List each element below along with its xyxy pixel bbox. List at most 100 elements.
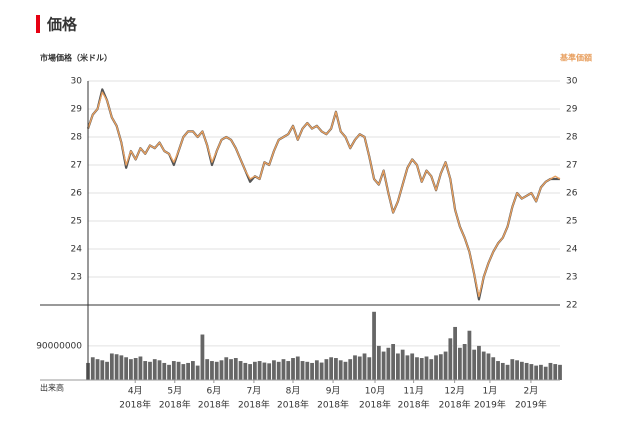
x-tick-year: 2018年 xyxy=(198,399,230,411)
volume-bar xyxy=(90,357,95,380)
y-tick-label: 26 xyxy=(71,189,83,199)
volume-bar xyxy=(300,361,305,380)
volume-bar xyxy=(486,353,491,380)
y2-tick-label: 30 xyxy=(566,77,578,87)
y-tick-label: 24 xyxy=(71,245,83,255)
volume-bar xyxy=(243,362,248,380)
volume-bar xyxy=(338,360,343,380)
volume-bar xyxy=(453,326,457,380)
volume-bar xyxy=(348,359,353,380)
volume-bar xyxy=(386,347,391,380)
y-tick-label: 28 xyxy=(71,133,83,143)
y-tick-label: 27 xyxy=(71,161,82,171)
volume-bar xyxy=(162,362,167,380)
volume-bar xyxy=(405,355,410,380)
volume-bar xyxy=(372,311,376,380)
volume-bar xyxy=(357,356,362,380)
volume-bar xyxy=(553,364,558,380)
y2-tick-label: 27 xyxy=(566,161,577,171)
x-tick-label: 2月 xyxy=(524,386,539,397)
volume-bar xyxy=(195,365,200,380)
volume-bar xyxy=(205,359,210,380)
volume-bar xyxy=(491,357,496,380)
title-marker xyxy=(36,15,40,33)
volume-bar xyxy=(396,353,400,380)
x-tick-year: 2018年 xyxy=(359,399,391,411)
y2-tick-label: 22 xyxy=(566,301,577,311)
x-tick-label: 1月 xyxy=(483,386,498,397)
volume-bar xyxy=(138,356,143,380)
volume-bar xyxy=(462,344,467,380)
volume-bar xyxy=(276,361,281,380)
volume-bar xyxy=(148,361,152,380)
volume-bar xyxy=(310,362,314,380)
x-tick-label: 6月 xyxy=(206,386,221,397)
volume-bar xyxy=(424,356,429,380)
y2-tick-label: 25 xyxy=(566,217,577,227)
volume-bar xyxy=(381,351,386,380)
volume-bar xyxy=(114,354,119,380)
volume-bar xyxy=(496,361,500,380)
volume-bar xyxy=(362,353,367,380)
volume-bar xyxy=(295,356,300,380)
volume-bar xyxy=(286,361,291,380)
volume-bar xyxy=(481,351,486,380)
volume-bar xyxy=(467,330,472,380)
volume-bar xyxy=(548,362,553,380)
x-tick-year: 2019年 xyxy=(515,399,547,411)
volume-bar xyxy=(319,362,324,380)
y-tick-label: 25 xyxy=(71,217,82,227)
volume-bar xyxy=(210,361,214,380)
volume-bar xyxy=(167,364,171,380)
volume-bar xyxy=(252,361,257,380)
volume-bar xyxy=(500,362,505,380)
volume-bar xyxy=(472,349,477,380)
y-tick-label: 29 xyxy=(71,105,83,115)
volume-bar xyxy=(291,358,295,380)
x-tick-label: 7月 xyxy=(247,386,262,397)
y2-tick-label: 26 xyxy=(566,189,578,199)
volume-bar xyxy=(157,360,162,380)
volume-bar xyxy=(343,361,348,380)
volume-bar xyxy=(105,361,109,380)
right-axis-label: 基準価額 xyxy=(559,53,592,63)
volume-bar xyxy=(510,359,515,380)
volume-bar xyxy=(438,354,443,380)
volume-bar xyxy=(176,361,181,380)
volume-bar xyxy=(457,347,462,380)
volume-bar xyxy=(129,359,133,380)
volume-bar xyxy=(519,361,524,380)
y-tick-label: 30 xyxy=(71,77,83,87)
volume-bar xyxy=(505,364,510,380)
volume-bar xyxy=(281,359,286,380)
volume-bar xyxy=(443,351,448,380)
volume-bar xyxy=(200,334,205,380)
volume-bar xyxy=(400,349,405,380)
volume-bar xyxy=(448,338,453,380)
x-tick-year: 2019年 xyxy=(474,399,506,411)
left-axis-label: 市場価格（米ドル） xyxy=(40,53,112,63)
volume-bar xyxy=(186,362,191,380)
volume-bar xyxy=(152,359,157,380)
volume-bar xyxy=(515,360,519,380)
volume-bar xyxy=(171,361,176,380)
volume-bar xyxy=(367,357,372,380)
volume-bar xyxy=(257,361,262,380)
x-tick-label: 5月 xyxy=(167,386,182,397)
volume-bar xyxy=(415,357,419,380)
x-tick-year: 2018年 xyxy=(439,399,471,411)
volume-bar xyxy=(305,361,310,380)
x-tick-label: 10月 xyxy=(365,386,385,397)
y-tick-label: 23 xyxy=(71,273,82,283)
volume-bar xyxy=(191,361,195,380)
volume-label: 出来高 xyxy=(40,383,64,393)
volume-bar xyxy=(419,358,424,380)
y2-tick-label: 28 xyxy=(566,133,578,143)
volume-bar xyxy=(391,344,396,380)
x-tick-year: 2018年 xyxy=(277,399,309,411)
x-tick-label: 8月 xyxy=(286,386,301,397)
y2-tick-label: 24 xyxy=(566,245,578,255)
volume-bar xyxy=(329,357,334,380)
volume-bar xyxy=(124,357,129,380)
